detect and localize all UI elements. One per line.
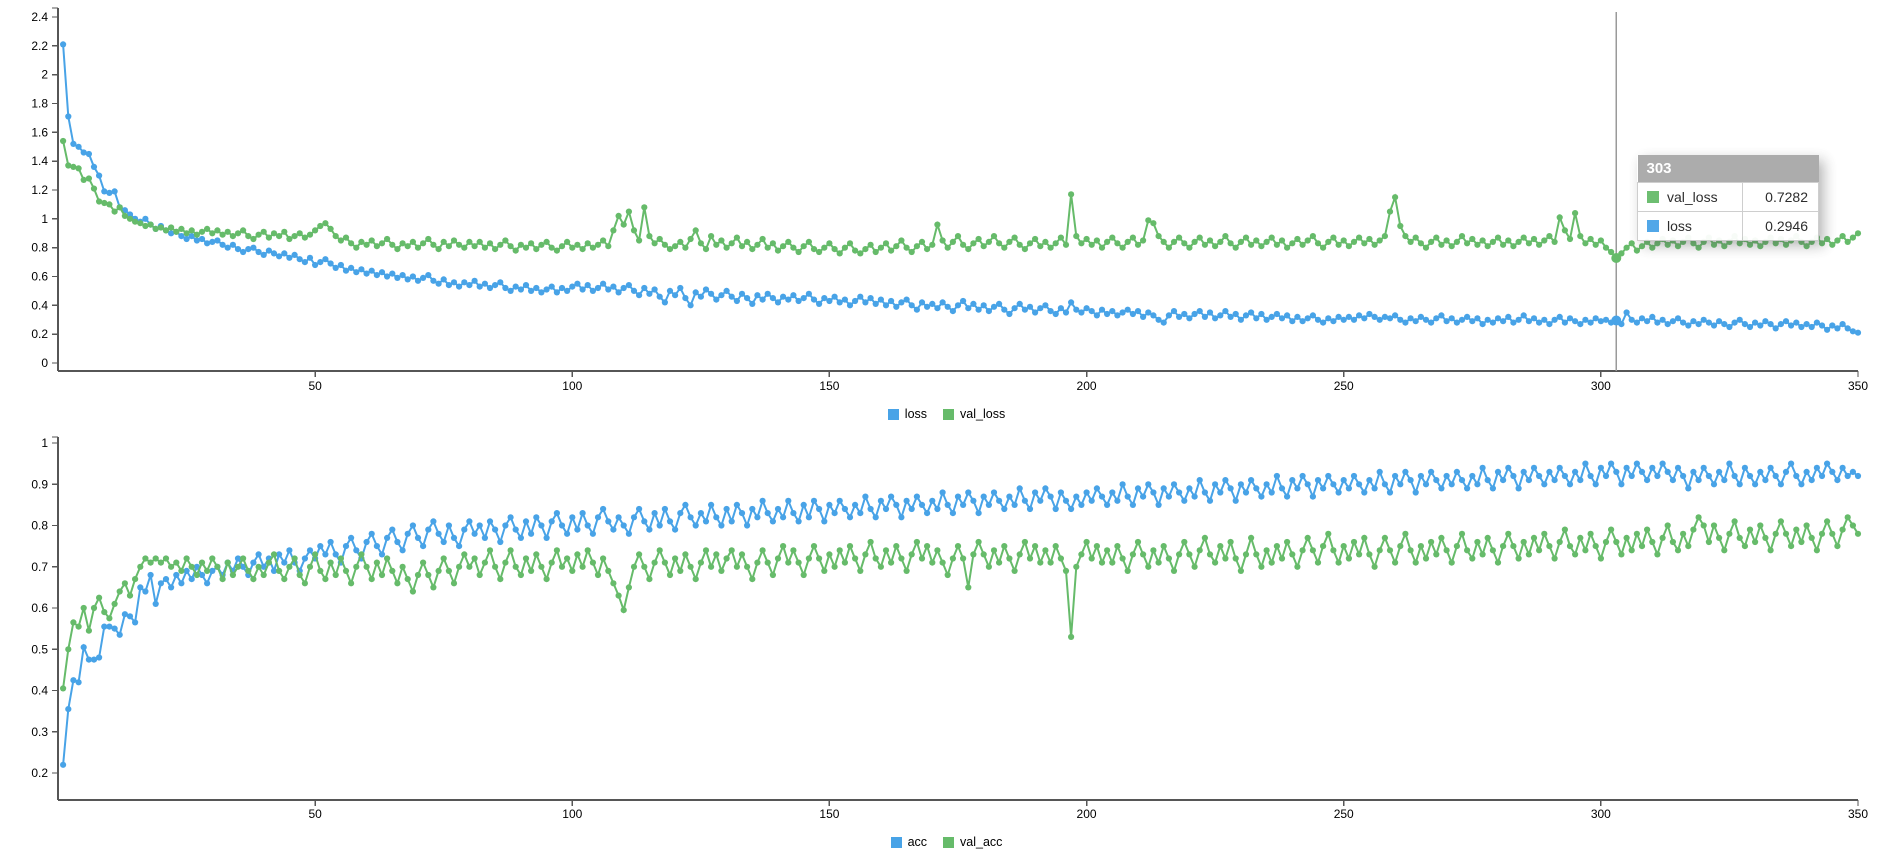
tooltip-series-value: 0.7282 bbox=[1742, 182, 1819, 212]
y-tick-label: 0.3 bbox=[31, 725, 48, 739]
legend-item-val_loss[interactable]: val_loss bbox=[943, 407, 1005, 421]
x-tick-label: 50 bbox=[308, 807, 322, 821]
legend-item-loss[interactable]: loss bbox=[887, 407, 928, 421]
focused-point-val_loss[interactable] bbox=[1611, 253, 1622, 263]
y-tick-label: 0 bbox=[41, 356, 48, 370]
loss-chart-axes: 50 100 150 200 250 300 350 0 0.2 0.4 0.6 0.8 1 1.2 1.4… bbox=[31, 7, 1868, 393]
y-tick-label: 0.2 bbox=[31, 327, 48, 341]
tooltip-row-val-loss: val_loss 0.7282 bbox=[1637, 182, 1819, 212]
y-tick-label: 1.6 bbox=[31, 125, 48, 139]
val-loss-swatch-icon bbox=[1647, 191, 1659, 203]
acc-chart-legend: acc val_acc bbox=[0, 835, 1893, 849]
loss-chart-legend: loss val_loss bbox=[0, 407, 1893, 421]
tooltip-series-value: 0.2946 bbox=[1742, 211, 1819, 241]
y-tick-label: 0.7 bbox=[31, 560, 48, 574]
series-val_acc[interactable] bbox=[60, 514, 1862, 692]
focused-point-loss[interactable] bbox=[1611, 315, 1622, 326]
x-tick-label: 50 bbox=[308, 379, 322, 393]
tooltip-title: 303 bbox=[1637, 155, 1819, 183]
y-tick-label: 0.8 bbox=[31, 241, 48, 255]
acc-line bbox=[62, 460, 1859, 765]
x-tick-label: 200 bbox=[1077, 807, 1097, 821]
y-tick-label: 1.4 bbox=[31, 154, 48, 168]
tooltip-table: 303 val_loss 0.7282 loss 0.2946 bbox=[1637, 155, 1819, 241]
y-tick-label: 2.2 bbox=[31, 39, 48, 53]
tooltip-row-loss: loss 0.2946 bbox=[1637, 211, 1819, 241]
x-tick-label: 150 bbox=[819, 379, 839, 393]
x-tick-label: 150 bbox=[819, 807, 839, 821]
y-tick-label: 1.2 bbox=[31, 183, 48, 197]
y-tick-label: 1.8 bbox=[31, 97, 48, 111]
x-tick-label: 100 bbox=[562, 807, 582, 821]
loss-legend-swatch-icon bbox=[887, 408, 899, 420]
x-tick-label: 350 bbox=[1848, 379, 1868, 393]
acc-legend-swatch-icon bbox=[890, 836, 902, 848]
acc-chart[interactable]: 50 100 150 200 250 300 350 0.2 0.3 0.4 0.5 0.6 0.7 0.… bbox=[31, 436, 1868, 821]
legend-item-acc[interactable]: acc bbox=[890, 835, 928, 849]
series-loss[interactable] bbox=[60, 41, 1862, 336]
y-tick-label: 0.4 bbox=[31, 684, 48, 698]
y-tick-label: 0.6 bbox=[31, 270, 48, 284]
y-tick-label: 0.2 bbox=[31, 766, 48, 780]
x-tick-label: 300 bbox=[1591, 379, 1611, 393]
legend-label: acc bbox=[907, 835, 928, 849]
x-tick-label: 300 bbox=[1591, 807, 1611, 821]
chart-tooltip: 303 val_loss 0.7282 loss 0.2946 bbox=[1637, 155, 1819, 241]
x-tick-label: 350 bbox=[1848, 807, 1868, 821]
y-tick-label: 0.4 bbox=[31, 298, 48, 312]
y-tick-label: 2 bbox=[41, 68, 48, 82]
tooltip-series-name: val_loss bbox=[1667, 189, 1718, 205]
loss-line bbox=[62, 44, 1859, 334]
x-tick-label: 250 bbox=[1334, 807, 1354, 821]
val_acc-legend-swatch-icon bbox=[943, 836, 955, 848]
x-tick-label: 250 bbox=[1334, 379, 1354, 393]
y-tick-label: 0.9 bbox=[31, 477, 48, 491]
y-tick-label: 0.8 bbox=[31, 519, 48, 533]
legend-label: val_acc bbox=[960, 835, 1003, 849]
legend-label: val_loss bbox=[960, 407, 1006, 421]
y-tick-label: 1 bbox=[41, 436, 48, 450]
y-tick-label: 1 bbox=[41, 212, 48, 226]
val_loss-legend-swatch-icon bbox=[943, 408, 955, 420]
loss-chart[interactable]: 50 100 150 200 250 300 350 0 0.2 0.4 0.6 0.8 1 1.2 1.4… bbox=[31, 7, 1868, 393]
y-tick-label: 0.6 bbox=[31, 601, 48, 615]
legend-label: loss bbox=[904, 407, 928, 421]
series-val_loss[interactable] bbox=[60, 137, 1862, 262]
legend-item-val_acc[interactable]: val_acc bbox=[943, 835, 1002, 849]
acc-chart-axes: 50 100 150 200 250 300 350 0.2 0.3 0.4 0.5 0.6 0.7 0.… bbox=[31, 436, 1868, 821]
series-acc[interactable] bbox=[60, 460, 1862, 768]
tooltip-series-name: loss bbox=[1667, 218, 1692, 234]
y-tick-label: 2.4 bbox=[31, 10, 48, 24]
x-tick-label: 200 bbox=[1077, 379, 1097, 393]
y-tick-label: 0.5 bbox=[31, 642, 48, 656]
x-tick-label: 100 bbox=[562, 379, 582, 393]
loss-swatch-icon bbox=[1647, 220, 1659, 232]
